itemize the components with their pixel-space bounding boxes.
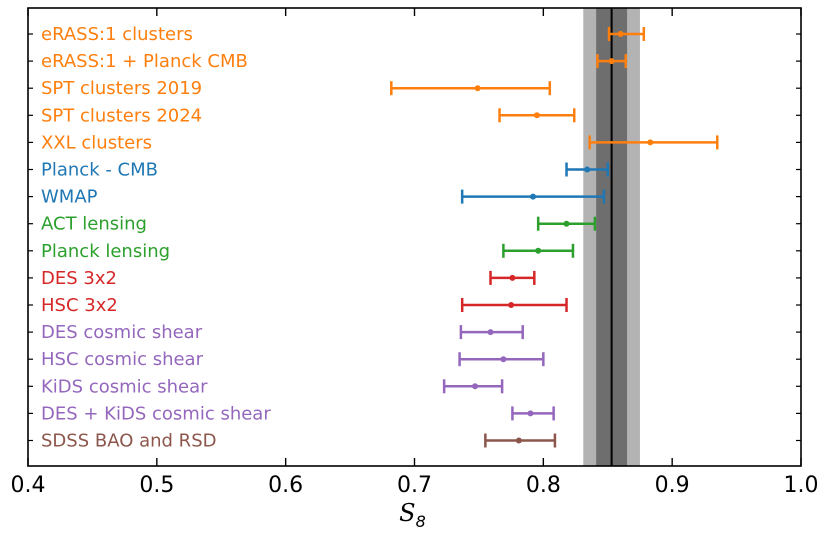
data-point — [527, 410, 534, 417]
x-axis-title-main: S — [399, 499, 415, 527]
row-label: DES cosmic shear — [41, 322, 203, 343]
data-point — [608, 58, 615, 65]
row-label: HSC 3x2 — [41, 295, 118, 316]
x-tick-label: 0.6 — [268, 473, 303, 498]
x-tick-label: 0.7 — [397, 473, 432, 498]
row-label: KiDS cosmic shear — [41, 376, 208, 397]
error-bar — [390, 81, 552, 96]
data-point — [508, 302, 515, 308]
error-bar — [607, 27, 646, 41]
x-tick-label: 0.9 — [655, 473, 690, 498]
error-bar — [459, 325, 524, 340]
error-bars — [390, 27, 719, 448]
data-point — [500, 356, 507, 363]
data-point — [487, 329, 494, 336]
error-bar — [588, 135, 719, 150]
x-axis-title-subscript: 8 — [416, 512, 426, 531]
row-label: SPT clusters 2019 — [41, 78, 202, 99]
data-point — [509, 274, 516, 281]
data-point — [530, 193, 537, 200]
error-bar — [511, 406, 555, 421]
error-bar — [536, 216, 597, 231]
error-bar — [484, 433, 557, 448]
axis-ticks: 0.4 0.5 0.6 0.7 0.8 0.9 1.0 — [11, 8, 819, 498]
error-bar — [460, 298, 568, 312]
data-point — [617, 31, 624, 37]
row-label: eRASS:1 + Planck CMB — [41, 51, 248, 72]
data-point — [535, 247, 542, 254]
row-label: eRASS:1 clusters — [41, 24, 193, 45]
error-bar — [502, 243, 575, 258]
row-label: ACT lensing — [41, 214, 147, 235]
data-point — [584, 166, 591, 173]
row-label: DES 3x2 — [41, 268, 117, 289]
row-label: Planck lensing — [41, 241, 170, 262]
error-bar — [442, 379, 504, 394]
row-label: XXL clusters — [41, 132, 152, 153]
x-axis-title: S8 — [399, 499, 426, 531]
data-point — [515, 437, 522, 444]
data-point — [533, 112, 540, 119]
row-label: Planck - CMB — [41, 160, 158, 181]
data-point — [563, 220, 570, 227]
error-bar — [458, 352, 545, 367]
error-bar — [498, 108, 576, 123]
error-bar — [565, 162, 609, 177]
row-label: WMAP — [41, 187, 98, 208]
row-label: SPT clusters 2024 — [41, 105, 202, 126]
data-point — [472, 383, 479, 390]
x-tick-label: 0.5 — [139, 473, 174, 498]
x-tick-label: 1.0 — [784, 473, 819, 498]
data-point — [474, 85, 481, 92]
error-bar — [460, 189, 606, 204]
row-label: DES + KiDS cosmic shear — [41, 403, 271, 424]
x-tick-label: 0.8 — [526, 473, 561, 498]
reference-band — [583, 8, 640, 466]
error-bar — [596, 54, 628, 69]
row-label: SDSS BAO and RSD — [41, 431, 216, 452]
row-label: HSC cosmic shear — [41, 349, 204, 370]
data-point — [647, 139, 654, 146]
row-labels: eRASS:1 clusters eRASS:1 + Planck CMB SPT … — [41, 24, 271, 452]
x-tick-label: 0.4 — [11, 473, 46, 498]
error-bar — [489, 270, 536, 285]
